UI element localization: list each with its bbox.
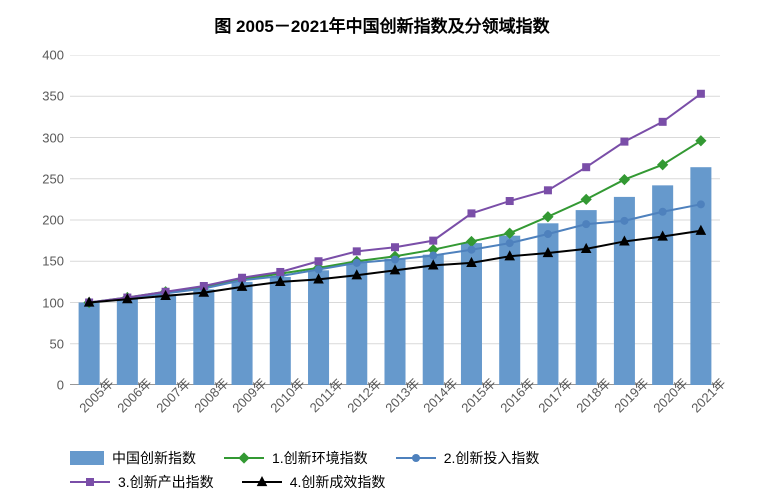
- legend-swatch-bar: [70, 451, 104, 465]
- bar: [193, 289, 214, 385]
- bar: [690, 167, 711, 385]
- legend-label: 中国创新指数: [112, 448, 196, 468]
- bar: [270, 277, 291, 385]
- y-tick-label: 0: [57, 378, 70, 393]
- y-tick-label: 200: [42, 213, 70, 228]
- chart-title: 图 2005－2021年中国创新指数及分领域指数: [0, 0, 764, 37]
- legend-item: 4.创新成效指数: [242, 472, 386, 492]
- bar: [384, 259, 405, 385]
- legend-item: 2.创新投入指数: [396, 448, 540, 468]
- legend-label: 4.创新成效指数: [290, 472, 386, 492]
- bar: [232, 282, 253, 385]
- legend-label: 3.创新产出指数: [118, 472, 214, 492]
- bar: [423, 255, 444, 385]
- y-tick-label: 150: [42, 254, 70, 269]
- legend: 中国创新指数 1.创新环境指数 2.创新投入指数 3.创新产出指数 4.创新成效指数: [70, 448, 720, 496]
- legend-item: 1.创新环境指数: [224, 448, 368, 468]
- legend-swatch-line: [70, 474, 110, 490]
- chart-svg: [70, 55, 720, 385]
- y-tick-label: 400: [42, 48, 70, 63]
- bar: [79, 303, 100, 386]
- y-tick-label: 100: [42, 295, 70, 310]
- chart-container: 图 2005－2021年中国创新指数及分领域指数 050100150200250…: [0, 0, 764, 504]
- bar: [308, 270, 329, 385]
- bar: [155, 294, 176, 385]
- plot-area: 050100150200250300350400: [70, 55, 720, 385]
- y-tick-label: 50: [50, 336, 70, 351]
- legend-item: 3.创新产出指数: [70, 472, 214, 492]
- y-tick-label: 250: [42, 171, 70, 186]
- y-tick-label: 300: [42, 130, 70, 145]
- bar: [576, 210, 597, 385]
- bar: [117, 298, 138, 385]
- legend-swatch-line: [242, 474, 282, 490]
- legend-swatch-line: [224, 450, 264, 466]
- bar: [614, 197, 635, 385]
- legend-swatch-line: [396, 450, 436, 466]
- bar: [346, 263, 367, 385]
- y-tick-label: 350: [42, 89, 70, 104]
- legend-label: 2.创新投入指数: [444, 448, 540, 468]
- legend-label: 1.创新环境指数: [272, 448, 368, 468]
- legend-item: 中国创新指数: [70, 448, 196, 468]
